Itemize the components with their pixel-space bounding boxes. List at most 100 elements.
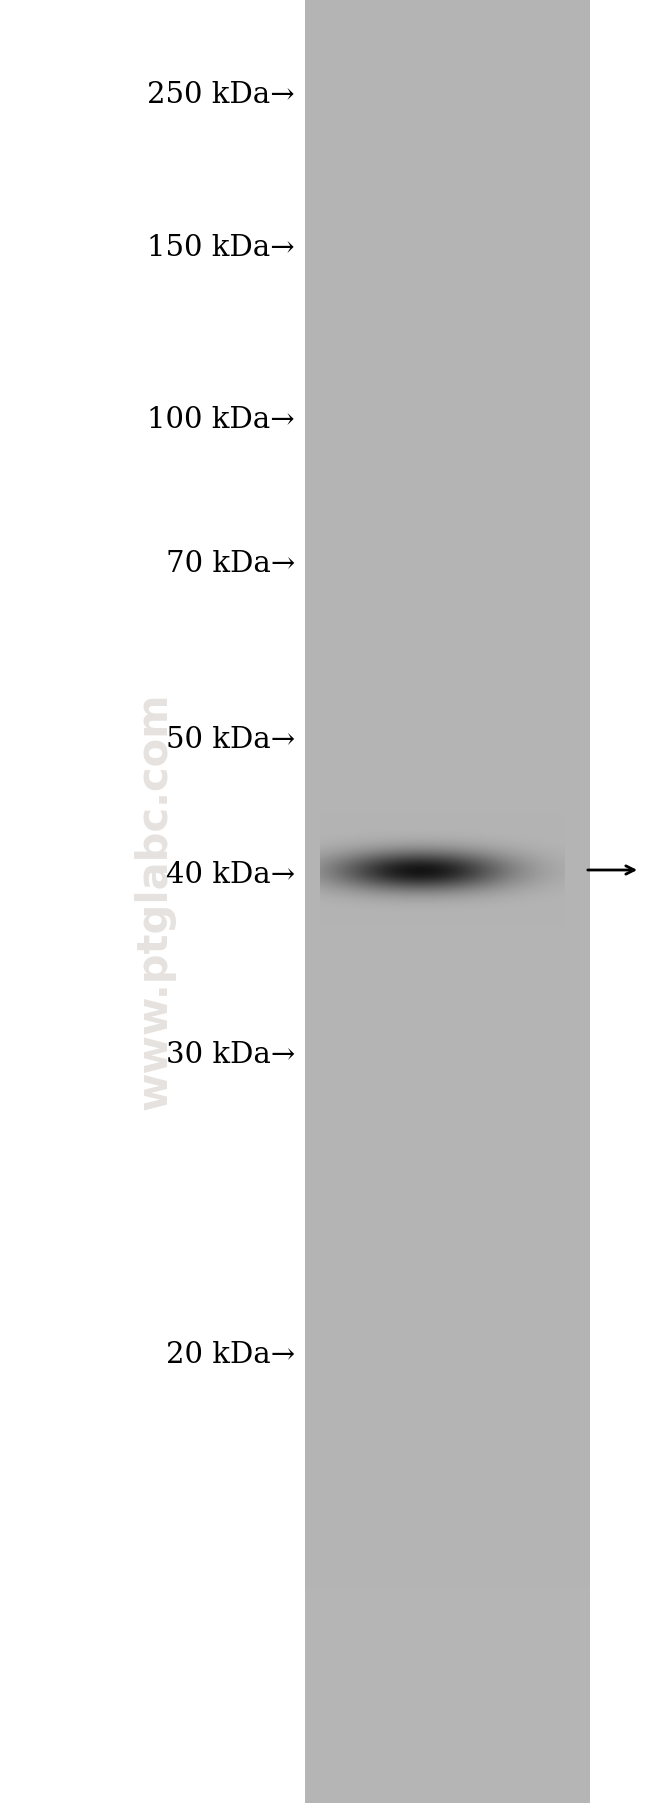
Bar	[305, 1190, 590, 1210]
Text: www.ptglabc.com: www.ptglabc.com	[134, 692, 176, 1111]
Bar	[305, 180, 590, 200]
Bar	[305, 54, 590, 74]
Bar	[305, 703, 590, 723]
Bar	[305, 1442, 590, 1462]
Bar	[305, 649, 590, 669]
Bar	[305, 325, 590, 344]
Bar	[305, 920, 590, 939]
Bar	[305, 1569, 590, 1588]
Bar	[305, 1226, 590, 1246]
Bar	[305, 216, 590, 236]
Bar	[305, 956, 590, 975]
Bar	[305, 307, 590, 326]
Bar	[305, 559, 590, 579]
Bar	[305, 162, 590, 182]
Bar	[305, 865, 590, 885]
Bar	[305, 847, 590, 867]
Bar	[305, 811, 590, 831]
Bar	[305, 739, 590, 759]
Text: 70 kDa→: 70 kDa→	[166, 550, 295, 579]
Bar	[305, 433, 590, 453]
Bar	[305, 1172, 590, 1192]
Bar	[305, 938, 590, 957]
Bar	[305, 1406, 590, 1426]
Text: 40 kDa→: 40 kDa→	[166, 862, 295, 889]
Bar	[305, 541, 590, 561]
Bar	[305, 883, 590, 903]
Bar	[305, 487, 590, 507]
Bar	[305, 757, 590, 777]
Bar	[305, 1515, 590, 1534]
Bar	[305, 523, 590, 543]
Bar	[305, 1118, 590, 1138]
Bar	[305, 577, 590, 597]
Bar	[305, 144, 590, 164]
Text: 250 kDa→: 250 kDa→	[148, 81, 295, 108]
Bar	[305, 1100, 590, 1120]
Bar	[305, 1136, 590, 1156]
Bar	[305, 1496, 590, 1516]
Bar	[305, 0, 590, 20]
Bar	[305, 1388, 590, 1408]
Bar	[305, 1424, 590, 1444]
Bar	[305, 361, 590, 380]
Bar	[305, 992, 590, 1011]
Bar	[305, 126, 590, 146]
Bar	[305, 343, 590, 362]
Bar	[305, 1641, 590, 1661]
Bar	[305, 198, 590, 218]
Text: 150 kDa→: 150 kDa→	[148, 234, 295, 261]
Bar	[305, 18, 590, 38]
Bar	[305, 108, 590, 128]
Bar	[305, 252, 590, 272]
Bar	[305, 829, 590, 849]
Bar	[305, 0, 590, 1803]
Bar	[305, 1533, 590, 1552]
Text: 30 kDa→: 30 kDa→	[166, 1040, 295, 1069]
Bar	[305, 1767, 590, 1787]
Bar	[305, 1731, 590, 1751]
Text: 20 kDa→: 20 kDa→	[166, 1341, 295, 1368]
Bar	[305, 1695, 590, 1715]
Bar	[305, 974, 590, 993]
Bar	[305, 1460, 590, 1480]
Bar	[305, 1064, 590, 1084]
Bar	[305, 1280, 590, 1300]
Bar	[305, 902, 590, 921]
Bar	[305, 613, 590, 633]
Bar	[305, 1623, 590, 1643]
Bar	[305, 1659, 590, 1679]
Bar	[305, 1334, 590, 1354]
Text: 50 kDa→: 50 kDa→	[166, 727, 295, 754]
Bar	[305, 1262, 590, 1282]
Bar	[305, 1028, 590, 1048]
Bar	[305, 36, 590, 56]
Bar	[305, 1587, 590, 1606]
Bar	[305, 1154, 590, 1174]
Bar	[305, 72, 590, 92]
Bar	[305, 1298, 590, 1318]
Bar	[305, 415, 590, 435]
Bar	[305, 1082, 590, 1102]
Bar	[305, 397, 590, 416]
Bar	[305, 1244, 590, 1264]
Bar	[305, 1677, 590, 1697]
Bar	[305, 234, 590, 254]
Bar	[305, 793, 590, 813]
Bar	[305, 505, 590, 525]
Bar	[305, 469, 590, 489]
Bar	[305, 775, 590, 795]
Text: 100 kDa→: 100 kDa→	[148, 406, 295, 435]
Bar	[305, 595, 590, 615]
Bar	[305, 1352, 590, 1372]
Bar	[305, 1316, 590, 1336]
Bar	[305, 721, 590, 741]
Bar	[305, 1370, 590, 1390]
Bar	[305, 1749, 590, 1769]
Bar	[305, 1551, 590, 1570]
Bar	[305, 90, 590, 110]
Bar	[305, 1478, 590, 1498]
Bar	[305, 451, 590, 471]
Bar	[305, 1713, 590, 1733]
Bar	[305, 1208, 590, 1228]
